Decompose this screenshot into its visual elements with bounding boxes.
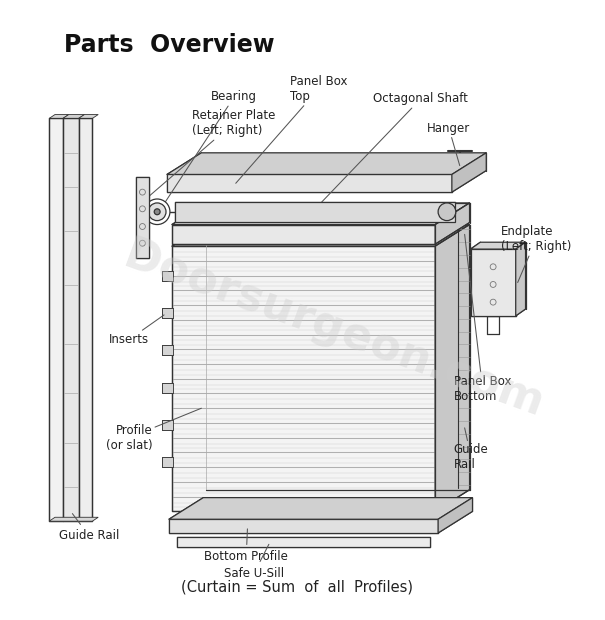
Polygon shape [79,118,93,521]
Polygon shape [71,115,85,517]
Polygon shape [162,420,173,430]
Polygon shape [435,224,469,512]
Polygon shape [162,383,173,392]
Polygon shape [435,203,469,244]
Polygon shape [63,118,79,521]
Text: Guide Rail: Guide Rail [59,513,119,542]
Text: Guide
Rail: Guide Rail [454,428,489,471]
Text: Panel Box
Top: Panel Box Top [236,75,347,184]
Circle shape [148,203,166,221]
Text: Safe U-Sill: Safe U-Sill [224,544,284,580]
Polygon shape [172,203,469,224]
Polygon shape [55,115,71,517]
Polygon shape [167,174,452,192]
Text: Retainer Plate
(Left; Right): Retainer Plate (Left; Right) [142,109,275,202]
Polygon shape [79,115,98,118]
Polygon shape [162,345,173,355]
Polygon shape [471,242,526,249]
Circle shape [145,199,170,224]
Polygon shape [136,177,149,258]
Polygon shape [49,517,98,521]
Text: Endplate
(Left; Right): Endplate (Left; Right) [501,225,571,283]
Polygon shape [172,224,435,244]
Polygon shape [177,537,430,547]
Text: Inserts: Inserts [109,315,164,346]
Polygon shape [162,271,173,280]
Text: Profile
(or slat): Profile (or slat) [106,408,201,452]
Circle shape [154,209,160,215]
Polygon shape [175,202,455,221]
Text: Bearing: Bearing [162,91,257,207]
Polygon shape [49,115,69,118]
Text: (Curtain = Sum  of  all  Profiles): (Curtain = Sum of all Profiles) [181,580,413,595]
Polygon shape [452,153,486,192]
Text: Panel Box
Bottom: Panel Box Bottom [454,234,511,402]
Polygon shape [172,246,435,512]
Polygon shape [167,153,486,174]
Polygon shape [162,458,173,467]
Text: Bottom Profile: Bottom Profile [204,529,288,563]
Polygon shape [169,498,473,519]
Polygon shape [169,519,438,533]
Text: Hanger: Hanger [427,122,471,166]
Polygon shape [471,249,515,316]
Polygon shape [515,242,526,316]
Text: Doorsurgeon.com: Doorsurgeon.com [118,233,551,426]
Circle shape [438,203,456,221]
Polygon shape [172,224,469,246]
Polygon shape [438,498,473,533]
Polygon shape [49,118,63,521]
Text: Octagonal Shaft: Octagonal Shaft [312,92,468,212]
Text: Parts  Overview: Parts Overview [64,33,275,57]
Polygon shape [63,115,85,118]
Polygon shape [162,308,173,318]
